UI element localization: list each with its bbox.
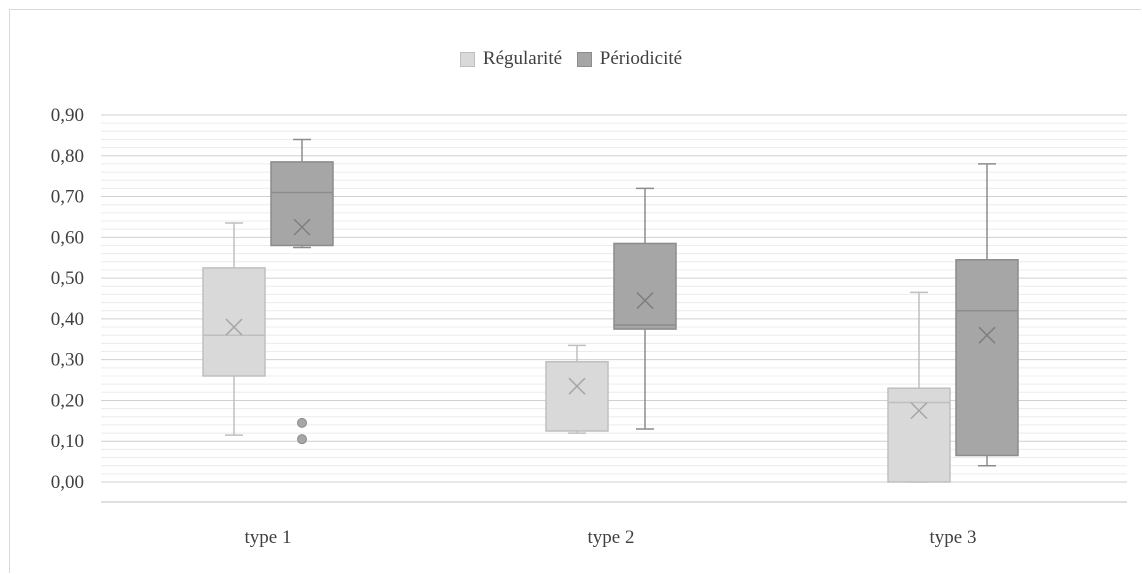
chart-frame — [9, 9, 1141, 573]
y-tick-label: 0,40 — [51, 309, 84, 330]
y-tick-label: 0,50 — [51, 268, 84, 289]
mean-marker — [910, 402, 928, 420]
plot-area — [202, 138, 1019, 483]
y-tick-label: 0,10 — [51, 431, 84, 452]
box-iqr — [545, 360, 609, 432]
outlier-point — [297, 434, 307, 445]
mean-marker — [225, 318, 243, 336]
box-plot-periodicite-3 — [955, 163, 1019, 467]
box-iqr — [613, 242, 677, 330]
y-tick-label: 0,00 — [51, 472, 84, 493]
x-tick-label: type 1 — [245, 527, 292, 548]
legend-item-periodicite: Périodicité — [576, 47, 683, 71]
y-tick-label: 0,60 — [51, 227, 84, 248]
legend-label-periodicite: Périodicité — [599, 48, 683, 69]
mean-marker — [978, 326, 996, 344]
legend-item-regularite: Régularité — [459, 47, 563, 71]
box-plot-regularite-2 — [545, 344, 609, 434]
box-plot-periodicite-1 — [270, 138, 334, 445]
legend: Régularité Périodicité — [0, 47, 1142, 73]
y-tick-label: 0,20 — [51, 390, 84, 411]
outlier-point — [297, 417, 307, 428]
x-tick-label: type 2 — [588, 527, 635, 548]
box-iqr — [955, 259, 1019, 457]
mean-marker — [636, 292, 654, 310]
box-plot-regularite-1 — [202, 222, 266, 436]
y-tick-label: 0,80 — [51, 146, 84, 167]
y-tick-label: 0,30 — [51, 350, 84, 371]
legend-label-regularite: Régularité — [482, 48, 563, 69]
x-tick-label: type 3 — [930, 527, 977, 548]
box-iqr — [887, 387, 951, 483]
box-plot-regularite-3 — [887, 291, 951, 483]
box-iqr — [202, 267, 266, 377]
mean-marker — [293, 218, 311, 236]
y-tick-label: 0,70 — [51, 187, 84, 208]
y-tick-label: 0,90 — [51, 105, 84, 126]
box-iqr — [270, 161, 334, 247]
mean-marker — [568, 377, 586, 395]
legend-swatch-regularite — [459, 51, 475, 67]
axes: 0,00 0,10 0,20 0,30 0,40 0,50 0,60 0,70 0,80 0,90… — [51, 105, 1127, 548]
box-plot-periodicite-2 — [613, 187, 677, 430]
legend-swatch-periodicite — [576, 51, 592, 67]
